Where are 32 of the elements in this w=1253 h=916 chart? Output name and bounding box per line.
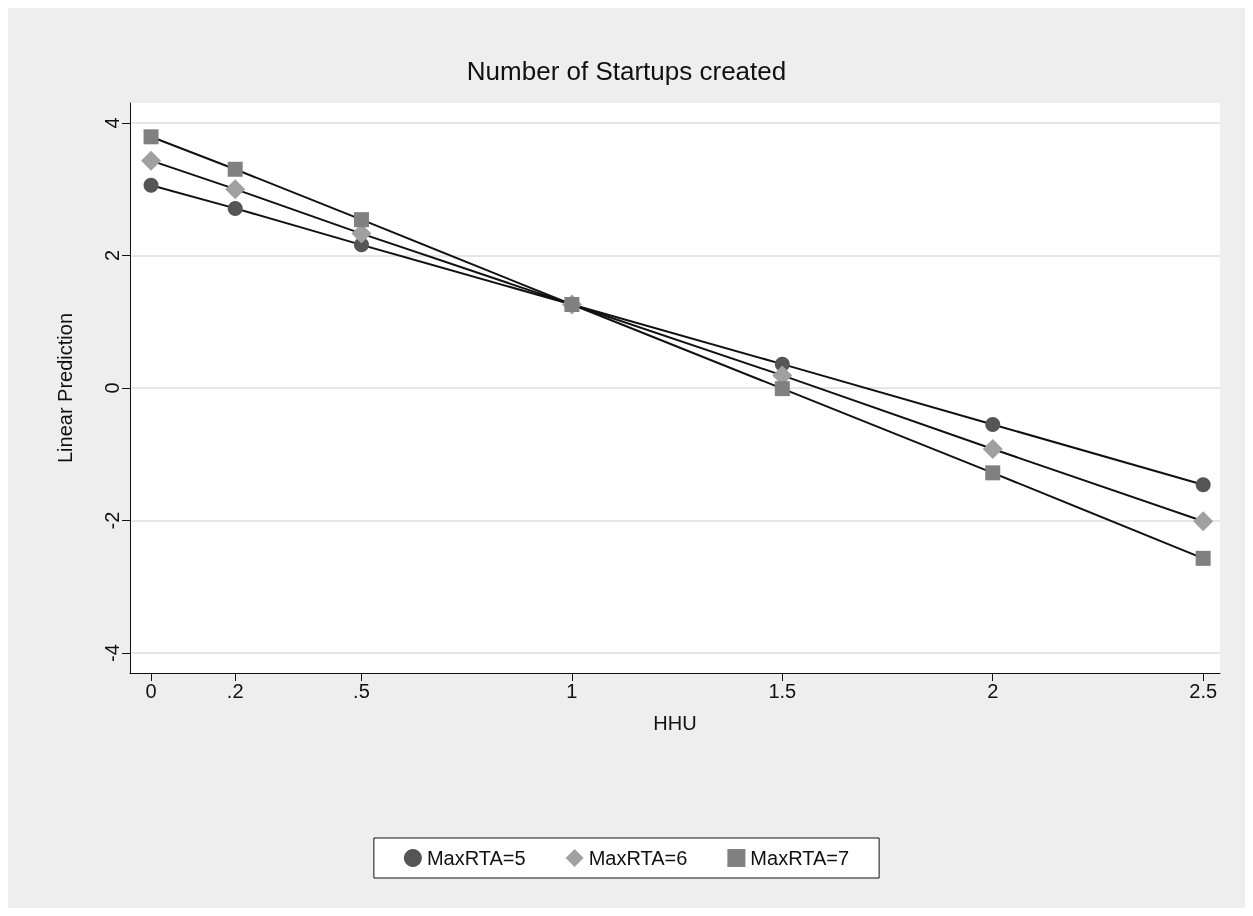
point <box>982 438 1003 459</box>
x-tick-label: .5 <box>353 680 370 702</box>
legend-label: MaxRTA=5 <box>426 847 526 869</box>
x-axis-title: HHU <box>653 712 697 734</box>
x-tick-label: 2 <box>987 680 999 702</box>
point <box>227 200 243 216</box>
point <box>1193 511 1214 532</box>
point <box>985 465 1001 481</box>
point <box>143 129 159 145</box>
point <box>225 179 246 200</box>
x-tick-label: .2 <box>226 680 244 702</box>
y-axis-title: Linear Prediction <box>54 312 76 464</box>
y-tick-label: 0 <box>101 382 123 394</box>
x-tick-label: 1 <box>566 680 578 702</box>
point <box>353 212 369 228</box>
point <box>1195 550 1211 566</box>
chart-title: Number of Startups created <box>466 56 787 86</box>
x-tick-label: 1.5 <box>768 680 797 702</box>
x-tick-label: 0 <box>145 680 157 702</box>
point <box>143 177 159 193</box>
point <box>141 150 162 171</box>
y-tick-label: -2 <box>101 511 123 530</box>
legend-label: MaxRTA=6 <box>588 847 688 869</box>
point <box>1195 477 1211 493</box>
legend-label: MaxRTA=7 <box>750 847 850 869</box>
x-tick-label: 2.5 <box>1189 680 1218 702</box>
point <box>774 381 790 397</box>
y-tick-label: -4 <box>101 644 123 663</box>
point <box>985 416 1001 432</box>
y-tick-label: 4 <box>101 117 123 129</box>
y-tick-label: 2 <box>101 249 123 261</box>
point <box>227 161 243 177</box>
